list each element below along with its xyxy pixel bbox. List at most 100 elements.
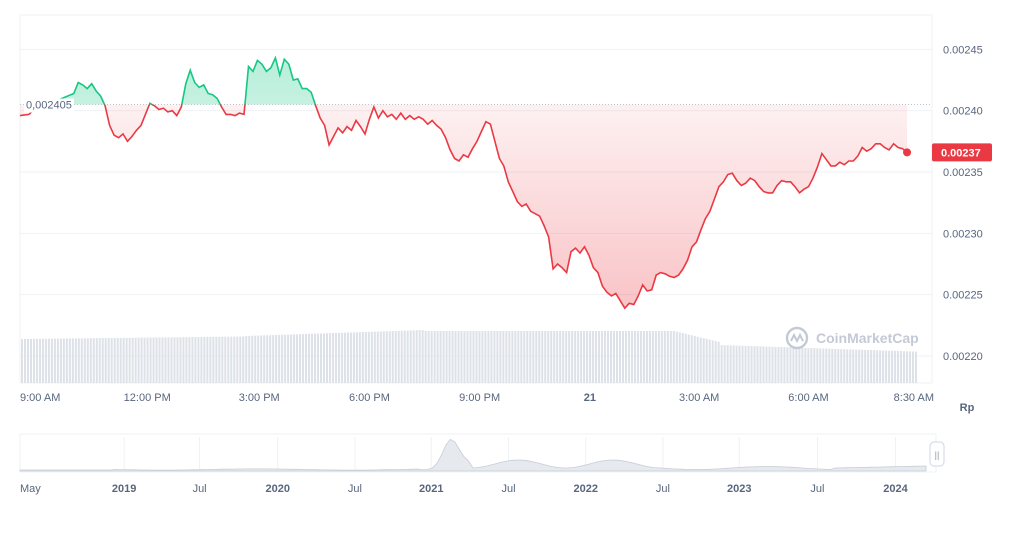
volume-bar <box>406 330 409 383</box>
volume-bar <box>343 332 346 383</box>
volume-bar <box>813 348 816 383</box>
volume-bar <box>780 347 783 383</box>
volume-bar <box>334 332 337 383</box>
range-navigator[interactable]: || May 2019 Jul 2020 Jul 2021 Jul 2022 Jul 2023 Ju… <box>19 433 945 495</box>
volume-bar <box>672 331 675 383</box>
volume-bar <box>221 336 224 383</box>
volume-bar <box>909 351 912 383</box>
volume-bar <box>263 335 266 383</box>
volume-bar <box>158 337 161 383</box>
volume-bar <box>693 335 696 383</box>
area-fills <box>20 57 907 309</box>
volume-bar <box>233 336 236 383</box>
volume-bar <box>373 331 376 383</box>
volume-bar <box>876 350 879 383</box>
volume-bar <box>729 345 732 383</box>
volume-bar <box>239 336 242 383</box>
volume-bar <box>897 350 900 383</box>
volume-bar <box>855 349 858 383</box>
volume-bar <box>167 337 170 383</box>
volume-bar <box>843 349 846 383</box>
coinmarketcap-logo-icon <box>785 326 809 350</box>
volume-bar <box>616 331 619 383</box>
price-line-up <box>49 55 317 105</box>
volume-bar <box>346 332 349 383</box>
volume-bar <box>711 340 714 383</box>
volume-bar <box>179 337 182 383</box>
volume-bar <box>505 331 508 383</box>
volume-bar <box>496 331 499 383</box>
volume-bar <box>448 331 451 383</box>
volume-bar <box>738 345 741 383</box>
volume-bar <box>182 337 185 383</box>
volume-bar <box>873 350 876 383</box>
volume-bar <box>212 336 215 383</box>
x-tick-label: 3:00 PM <box>239 392 280 404</box>
volume-bar <box>801 347 804 383</box>
volume-bar <box>487 331 490 383</box>
volume-bar <box>783 347 786 383</box>
volume-bar <box>481 331 484 383</box>
volume-bar <box>571 331 574 383</box>
volume-bar <box>879 350 882 383</box>
volume-bar <box>529 331 532 383</box>
volume-bar <box>511 331 514 383</box>
volume-bar <box>771 346 774 383</box>
watermark: CoinMarketCap <box>785 326 919 350</box>
handle-grip-icon: || <box>935 450 940 460</box>
watermark-text: CoinMarketCap <box>816 330 919 346</box>
volume-bar <box>891 350 894 383</box>
volume-bar <box>101 338 104 383</box>
volume-bar <box>699 337 702 383</box>
volume-bar <box>586 331 589 383</box>
volume-bar <box>272 335 275 383</box>
volume-bar <box>601 331 604 383</box>
volume-bar <box>38 338 41 383</box>
volume-bar <box>275 334 278 383</box>
volume-bar <box>819 348 822 383</box>
volume-bar <box>257 335 260 383</box>
volume-bar <box>690 335 693 383</box>
volume-bar <box>337 332 340 383</box>
volume-bar <box>143 337 146 383</box>
volume-bar <box>152 337 155 383</box>
volume-bar <box>92 338 95 383</box>
volume-bar <box>442 331 445 383</box>
volume-bar <box>798 347 801 383</box>
volume-bar <box>906 351 909 383</box>
volume-bar <box>451 331 454 383</box>
volume-bar <box>681 333 684 383</box>
volume-bar <box>618 331 621 383</box>
volume-bar <box>852 349 855 383</box>
volume-bar <box>305 333 308 383</box>
volume-bar <box>349 332 352 383</box>
navigator-label: Jul <box>501 483 515 495</box>
volume-bar <box>328 333 331 383</box>
volume-bar <box>322 333 325 383</box>
volume-bar <box>74 338 77 383</box>
volume-bar <box>80 338 83 383</box>
volume-bar <box>912 351 915 383</box>
volume-bar <box>370 331 373 383</box>
volume-bar <box>197 337 200 383</box>
volume-bar <box>131 337 134 383</box>
volume-bar <box>669 331 672 383</box>
volume-bar <box>379 331 382 383</box>
volume-bar <box>604 331 607 383</box>
volume-bar <box>753 346 756 383</box>
volume-bar <box>134 337 137 383</box>
area-fill-down <box>20 104 907 309</box>
volume-bar <box>110 337 113 383</box>
volume-bar <box>21 339 23 383</box>
volume-bar <box>403 330 406 383</box>
volume-bar <box>215 336 218 383</box>
volume-bar <box>460 331 463 383</box>
x-tick-label: 6:00 AM <box>788 392 828 404</box>
volume-bar <box>678 332 681 383</box>
volume-bar <box>364 331 367 383</box>
volume-bar <box>708 339 711 383</box>
volume-bar <box>391 331 394 383</box>
navigator-handle[interactable]: || <box>929 441 945 467</box>
volume-bar <box>200 336 203 383</box>
volume-bar <box>400 330 403 383</box>
